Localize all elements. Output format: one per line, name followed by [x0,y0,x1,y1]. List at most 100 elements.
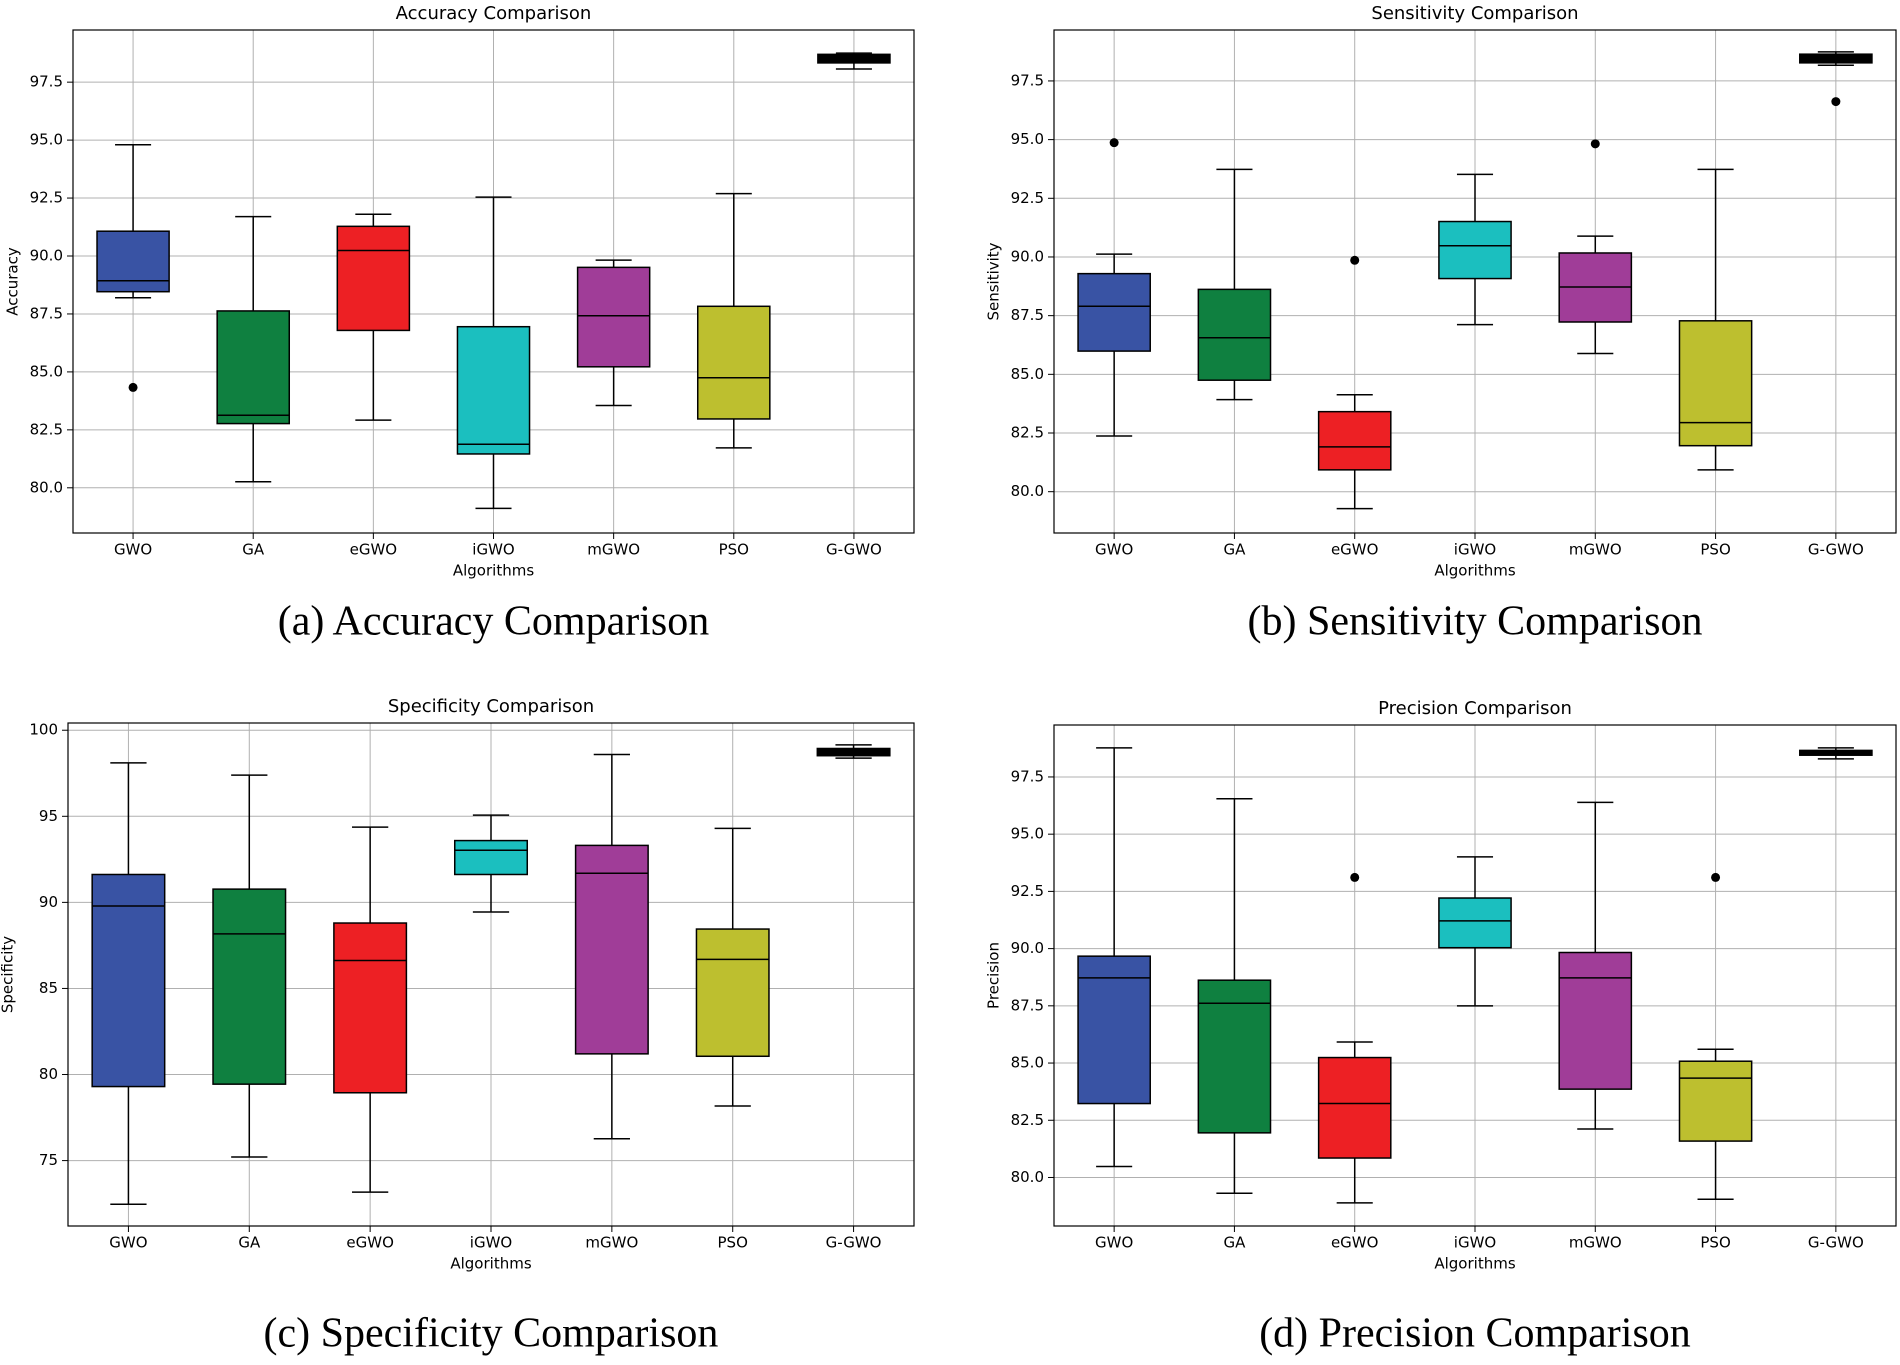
x-tick-label: mGWO [587,541,640,559]
chart-title: Accuracy Comparison [396,3,592,24]
box [1558,951,1633,1090]
plot-frame [72,29,915,534]
x-tick-label: iGWO [1454,1234,1496,1252]
outlier [1711,872,1721,882]
x-tick-label: mGWO [1569,541,1622,559]
y-tick-label: 95.0 [1011,130,1044,148]
x-tick-label: PSO [719,541,749,559]
x-tick-label: eGWO [1331,541,1379,559]
y-tick-label: 90.0 [1011,939,1044,957]
outlier [1590,139,1600,149]
x-tick-label: GA [238,1234,261,1252]
y-tick-label: 85.0 [1011,1054,1044,1072]
y-tick-label: 100 [29,721,58,739]
x-tick-label: mGWO [1569,1234,1622,1252]
x-tick-label: eGWO [1331,1234,1379,1252]
outlier [1350,872,1360,882]
x-tick-label: eGWO [346,1234,394,1252]
y-tick-label: 82.5 [30,420,63,438]
x-tick-label: GWO [1095,1234,1133,1252]
y-tick-label: 95.0 [1011,825,1044,843]
y-tick-label: 75 [39,1151,58,1169]
x-tick-label: PSO [1700,541,1730,559]
y-tick-label: 87.5 [30,304,63,322]
x-tick-label: GA [1223,1234,1246,1252]
box [333,922,408,1094]
box [1317,1056,1392,1159]
chart-title: Sensitivity Comparison [1371,3,1578,24]
x-tick-label: iGWO [470,1234,512,1252]
box [212,888,287,1085]
chart-title: Specificity Comparison [388,696,594,717]
x-tick-label: GA [242,541,265,559]
y-tick-label: 80.0 [30,478,63,496]
y-tick-label: 85.0 [30,362,63,380]
y-tick-label: 95 [39,807,58,825]
plot-frame [67,722,915,1227]
caption: (d) Precision Comparison [1259,1311,1691,1357]
box [1077,272,1151,352]
y-tick-label: 80.0 [1011,482,1044,500]
outlier [1831,97,1841,107]
x-tick-label: PSO [718,1234,748,1252]
y-tick-label: 95.0 [30,131,63,149]
x-tick-label: GA [1223,541,1246,559]
caption: (c) Specificity Comparison [264,1311,719,1357]
x-tick-label: GWO [109,1234,147,1252]
outlier [1350,255,1360,265]
x-tick-label: G-GWO [1808,541,1864,559]
y-tick-label: 97.5 [1011,71,1044,89]
y-tick-label: 97.5 [30,73,63,91]
box [1438,897,1512,949]
outlier [128,382,138,392]
x-axis-label: Algorithms [1434,562,1515,580]
box [1678,1060,1753,1142]
y-tick-label: 87.5 [1011,306,1044,324]
box [1678,320,1753,447]
chart-title: Precision Comparison [1378,698,1572,719]
y-tick-label: 80.0 [1011,1168,1044,1186]
caption: (a) Accuracy Comparison [278,599,710,645]
box [695,928,770,1058]
x-tick-label: GWO [114,541,152,559]
y-tick-label: 82.5 [1011,1111,1044,1129]
y-tick-label: 90.0 [1011,247,1044,265]
x-tick-label: GWO [1095,541,1133,559]
x-axis-label: Algorithms [450,1255,531,1273]
y-axis-label: Specificity [0,936,17,1013]
y-axis-label: Accuracy [4,247,22,316]
box [1197,979,1272,1134]
outlier [1109,138,1119,148]
box [456,325,531,455]
x-axis-label: Algorithms [1434,1255,1515,1273]
x-tick-label: eGWO [350,541,398,559]
box [216,310,291,425]
y-tick-label: 85.0 [1011,365,1044,383]
x-axis-label: Algorithms [453,562,534,580]
plot-frame [1053,29,1897,534]
y-tick-label: 87.5 [1011,996,1044,1014]
y-tick-label: 80 [39,1065,58,1083]
x-tick-label: iGWO [472,541,514,559]
y-tick-label: 92.5 [1011,189,1044,207]
box [574,844,649,1055]
box [576,266,651,368]
box [1317,410,1392,471]
box [1077,955,1151,1105]
caption: (b) Sensitivity Comparison [1248,599,1703,645]
x-tick-label: mGWO [585,1234,638,1252]
y-tick-label: 90.0 [30,247,63,265]
box [96,230,170,293]
box [1438,220,1512,280]
x-tick-label: iGWO [1454,541,1496,559]
box [91,873,166,1088]
box [336,225,411,332]
x-tick-label: G-GWO [826,1234,882,1252]
box [696,305,771,420]
plot-frame [1053,724,1897,1227]
y-tick-label: 92.5 [1011,882,1044,900]
y-tick-label: 90 [39,893,58,911]
y-axis-label: Sensitivity [985,242,1003,320]
y-tick-label: 82.5 [1011,424,1044,442]
